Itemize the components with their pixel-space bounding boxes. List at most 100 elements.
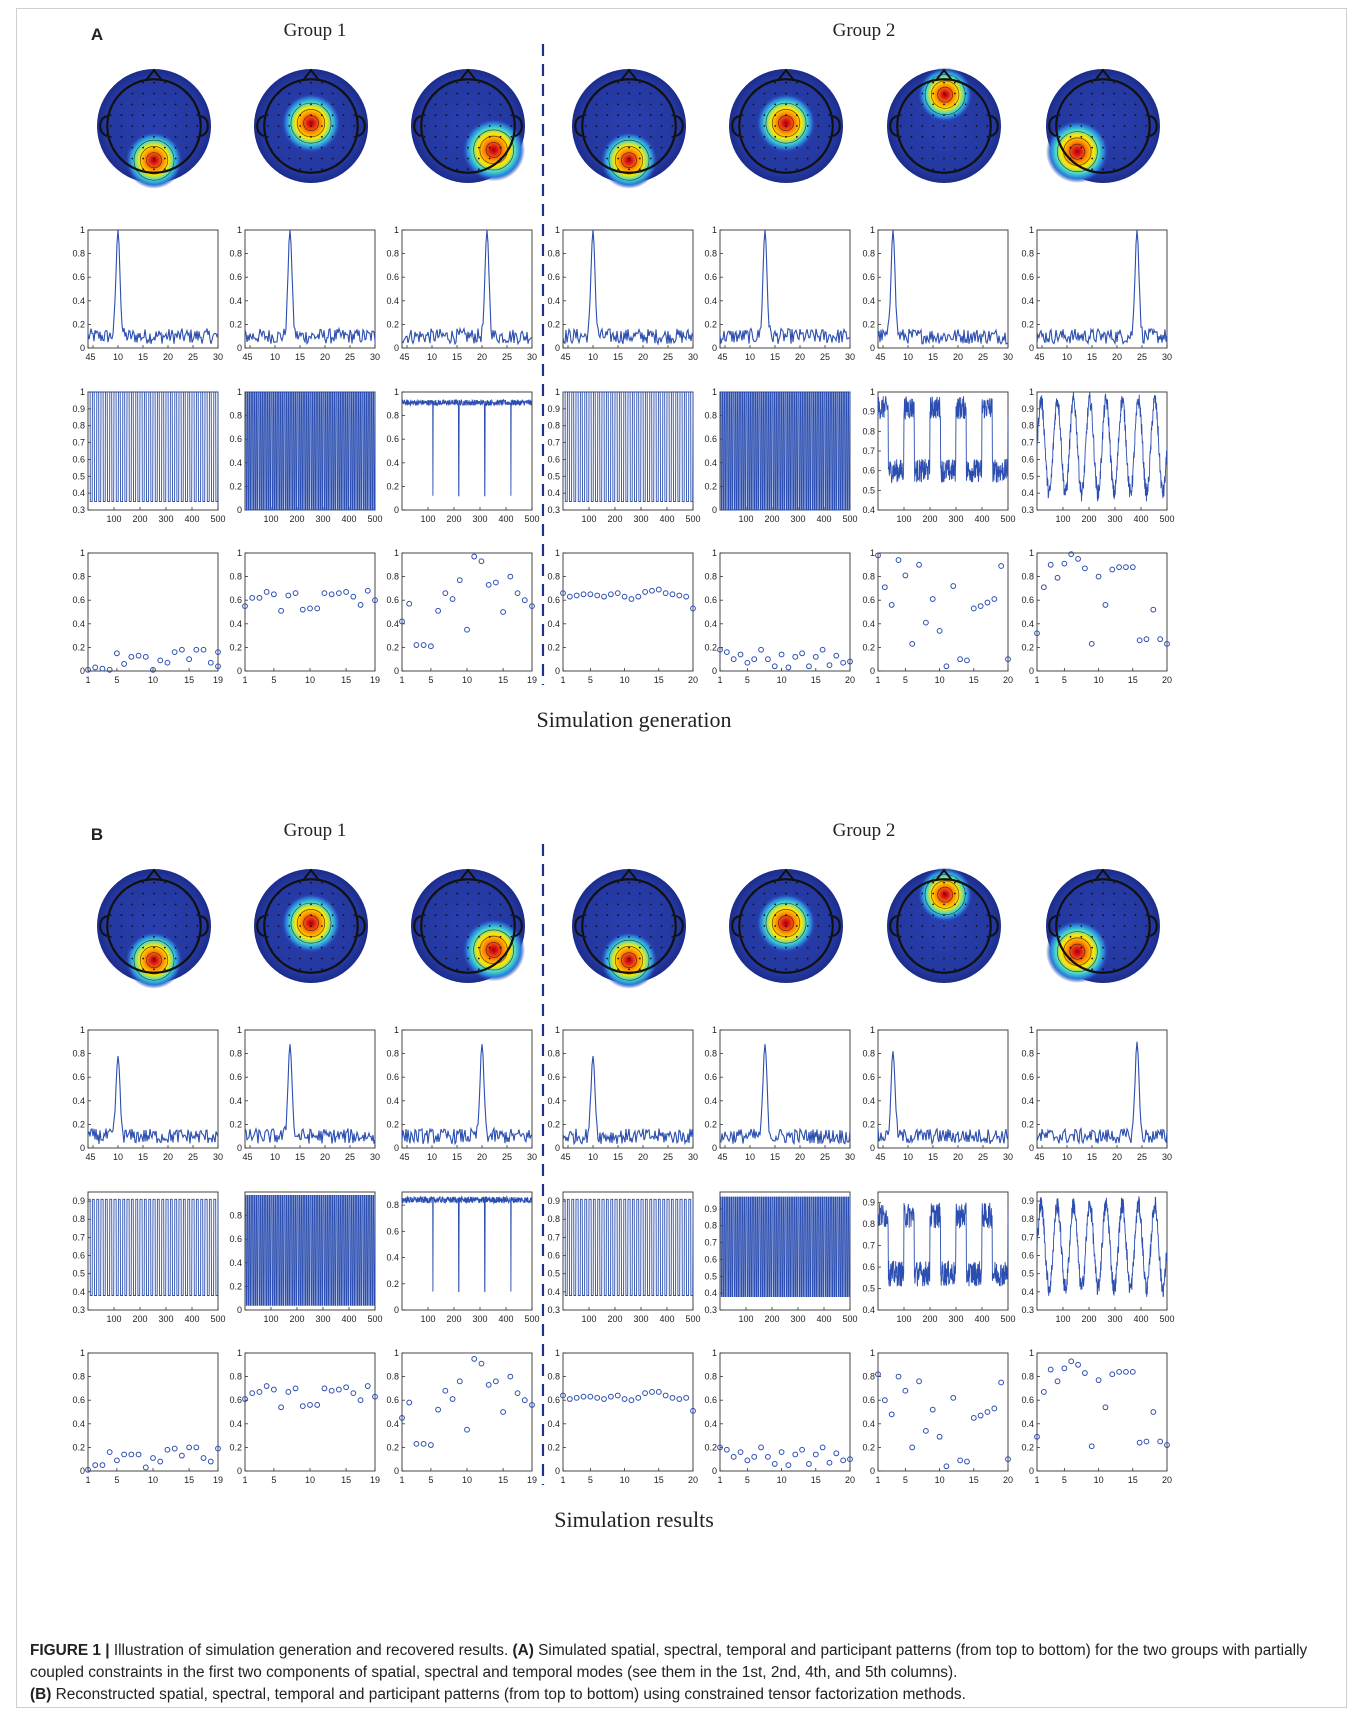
electrode-dot: [185, 935, 188, 938]
y-tick-label: 1: [870, 548, 875, 558]
participant-point: [614, 590, 621, 597]
temporal-line: [88, 391, 219, 503]
y-tick-label: 0.2: [862, 642, 875, 652]
scalp-activation: [917, 867, 973, 923]
electrode-dot: [606, 957, 609, 960]
head-outline: [420, 78, 516, 174]
temporal-line: [245, 391, 376, 511]
y-tick-label: 0.6: [72, 1251, 85, 1261]
y-tick-label: 1: [1029, 1348, 1034, 1358]
x-tick-label: 15: [613, 1152, 623, 1162]
electrode-dot: [1080, 157, 1083, 160]
electrode-dot: [649, 146, 652, 149]
y-tick-label: 0.7: [72, 1232, 85, 1242]
electrode-dot: [299, 81, 302, 84]
participant-point: [758, 1444, 764, 1451]
y-tick-label: 1: [394, 387, 399, 397]
y-tick-label: 1: [712, 225, 717, 235]
electrode-dot: [584, 914, 587, 917]
electrode-dot: [638, 946, 641, 949]
y-tick-label: 0.6: [1021, 272, 1034, 282]
electrode-dot: [299, 114, 302, 117]
electrode-dot: [163, 135, 166, 138]
electrode-dot: [131, 892, 134, 895]
participant-point: [478, 1360, 485, 1367]
y-tick-label: 0.6: [386, 434, 399, 444]
electrode-dot: [660, 925, 663, 927]
participant-point: [1081, 1370, 1088, 1376]
electrode-dot: [1102, 135, 1104, 138]
y-tick-label: 0.8: [704, 249, 717, 259]
x-tick-label: 1: [1034, 1475, 1039, 1485]
electrode-dot: [288, 957, 291, 960]
electrode-dot: [1134, 103, 1137, 106]
electrode-dot: [763, 157, 766, 160]
y-tick-label: 0.6: [229, 595, 242, 605]
y-tick-label: 0.7: [862, 446, 875, 456]
electrode-dot: [467, 957, 469, 960]
electrode-dot: [320, 125, 323, 127]
electrode-dot: [185, 114, 188, 117]
electrode-dot: [423, 935, 426, 938]
figure-caption: FIGURE 1 | Illustration of simulation ge…: [30, 1640, 1330, 1706]
y-tick-label: 0.5: [1021, 1269, 1034, 1279]
x-tick-label: 15: [613, 352, 623, 362]
electrode-dot: [310, 968, 312, 971]
spectral-line: [1036, 1041, 1168, 1145]
electrode-dot: [774, 125, 777, 127]
y-tick-label: 0.8: [386, 1372, 399, 1382]
left-ear: [256, 915, 265, 937]
participant-point: [560, 590, 566, 597]
electrode-dot: [1123, 892, 1126, 895]
nose-outline: [302, 868, 320, 881]
electrode-dot: [1091, 968, 1094, 971]
participant-point: [573, 592, 580, 599]
electrode-dot: [142, 957, 145, 960]
electrode-dot: [1069, 103, 1072, 106]
x-tick-label: 4: [717, 1152, 722, 1162]
caption-a-text: Simulated spatial, spectral, temporal an…: [30, 1642, 1308, 1681]
electrode-dot: [964, 92, 967, 95]
y-tick-label: 0.7: [704, 1238, 717, 1248]
x-tick-label: 20: [163, 352, 173, 362]
participant-point: [364, 1383, 371, 1389]
participant-point: [99, 1462, 106, 1468]
electrode-dot: [310, 146, 312, 149]
scalp-map: [1046, 68, 1160, 183]
electrode-dot: [584, 125, 587, 127]
participant-point: [1047, 561, 1054, 568]
electrode-dot: [510, 914, 513, 917]
scalp-contour: [473, 129, 515, 171]
participant-point: [529, 1402, 535, 1408]
electrode-dot: [986, 935, 989, 938]
electrode-dot: [943, 881, 945, 884]
x-tick-label: 20: [1003, 675, 1013, 685]
electrode-dot: [964, 914, 967, 917]
electrode-dot: [595, 935, 598, 938]
participant-point: [936, 1433, 943, 1440]
electrode-dot: [1112, 146, 1115, 149]
participant-point: [314, 605, 321, 612]
electrode-dot: [310, 125, 312, 127]
participant-point: [256, 1389, 263, 1395]
participant-point: [819, 1444, 826, 1451]
participant-point: [758, 646, 764, 653]
y-tick-label: 1: [555, 1025, 560, 1035]
scalp-activation: [281, 93, 341, 153]
participant-point: [1143, 1438, 1150, 1445]
electrode-dot: [628, 968, 630, 971]
participant-point: [270, 591, 277, 598]
electrode-dot: [1112, 968, 1115, 971]
y-tick-label: 1: [1029, 1025, 1034, 1035]
electrode-dot: [342, 114, 345, 117]
electrode-dot: [353, 114, 356, 117]
electrode-dot: [1123, 92, 1126, 95]
x-tick-label: 5: [271, 1475, 276, 1485]
electrode-dot: [671, 935, 674, 938]
right-ear: [832, 915, 841, 937]
participant-point: [662, 1392, 669, 1399]
electrode-dot: [445, 892, 448, 895]
